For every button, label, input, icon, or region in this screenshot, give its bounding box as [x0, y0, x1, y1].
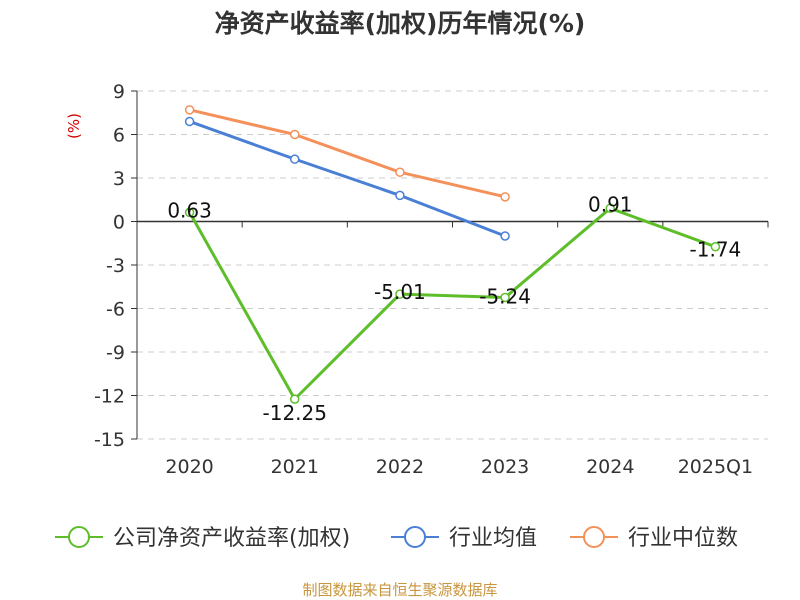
y-tick-label: -9 [106, 342, 125, 364]
y-axis-label: (%) [65, 113, 83, 139]
data-label: 0.63 [167, 198, 212, 222]
y-tick-label: 0 [113, 212, 125, 234]
data-point [290, 154, 300, 164]
data-point [184, 116, 195, 127]
series-line [188, 206, 716, 401]
legend-marker [583, 526, 605, 548]
series-line [189, 108, 506, 199]
x-tick-label: 2024 [586, 456, 634, 478]
legend: 公司净资产收益率(加权) 行业均值 行业中位数 [55, 526, 738, 551]
x-tick-label: 2021 [271, 456, 319, 478]
data-label: 0.91 [588, 192, 633, 216]
y-tick-label: -6 [106, 299, 125, 321]
legend-marker [404, 526, 426, 548]
data-label: -5.01 [374, 280, 426, 304]
y-tick-label: -15 [94, 429, 125, 451]
data-point [290, 129, 300, 140]
data-point [500, 192, 510, 202]
legend-label: 行业中位数 [628, 526, 738, 551]
y-tick-label: -12 [94, 386, 125, 408]
x-tick-label: 2022 [376, 456, 424, 478]
y-tick-label: 3 [113, 168, 125, 190]
y-tick-label: -3 [106, 255, 125, 277]
data-point [500, 231, 510, 241]
data-point [290, 394, 300, 404]
data-labels: 0.63 -12.25 -5.01 -5.24 0.91 -1.74 [167, 192, 741, 425]
data-point [500, 292, 510, 303]
data-point [395, 190, 405, 201]
x-tick-label: 2025Q1 [678, 456, 753, 478]
x-tick-label: 2020 [165, 456, 213, 478]
data-point [710, 241, 721, 252]
axes: 9 6 3 0 -3 -6 -9 -12 -15 2020 2021 2022 2023 2024 2025… [94, 81, 769, 478]
x-tick-label: 2023 [481, 456, 529, 478]
series-line [189, 120, 506, 238]
data-point [605, 203, 615, 214]
legend-marker [68, 526, 90, 548]
data-point [395, 167, 405, 177]
y-tick-label: 6 [113, 125, 125, 147]
data-point [395, 289, 405, 299]
data-label: -5.24 [479, 284, 531, 308]
grid-lines [137, 90, 768, 440]
data-source: 制图数据来自恒生聚源数据库 [302, 581, 497, 599]
y-tick-label: 9 [113, 81, 125, 103]
data-point [184, 105, 195, 115]
legend-label: 公司净资产收益率(加权) [113, 526, 350, 551]
legend-label: 行业均值 [449, 526, 537, 551]
series-lines [184, 105, 721, 404]
data-point [184, 207, 195, 218]
chart-title: 净资产收益率(加权)历年情况(%) [215, 9, 586, 38]
data-label: -1.74 [690, 238, 742, 262]
data-label: -12.25 [263, 401, 327, 425]
